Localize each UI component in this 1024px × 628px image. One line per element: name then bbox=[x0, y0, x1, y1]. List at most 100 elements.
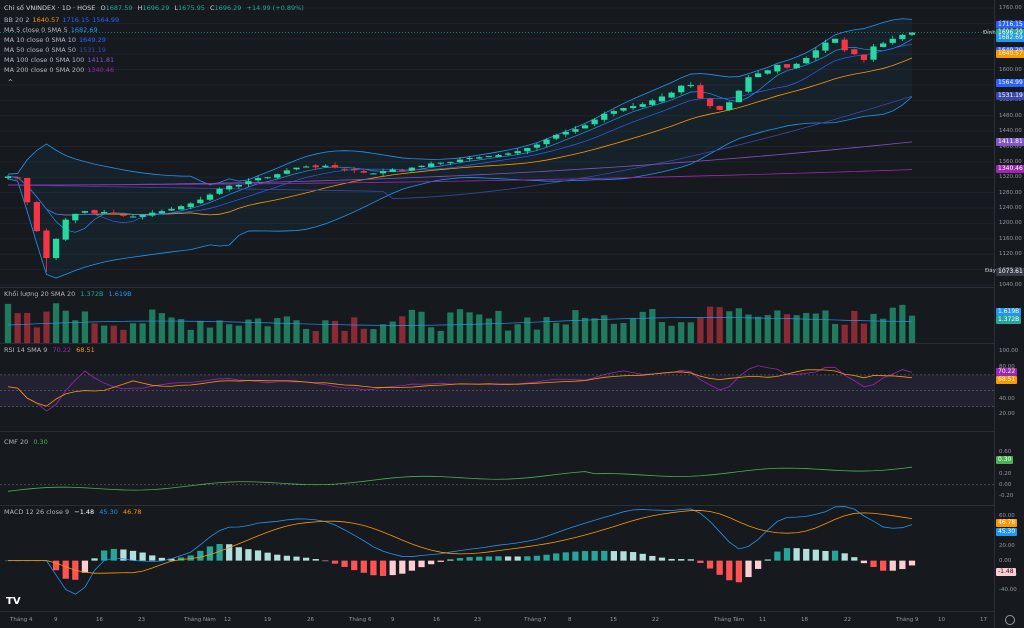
indicator-name: MA 10 close 0 SMA 10 bbox=[4, 36, 76, 44]
macd-histogram-bar bbox=[851, 557, 858, 561]
macd-histogram-bar bbox=[303, 557, 310, 561]
candle-body bbox=[226, 185, 233, 190]
volume-bar bbox=[81, 311, 89, 343]
time-tick: 16 bbox=[433, 617, 440, 623]
macd-histogram-bar bbox=[177, 557, 185, 561]
volume-bar bbox=[33, 327, 40, 343]
time-tick: 22 bbox=[844, 617, 851, 623]
cmf-tick: 0.00 bbox=[999, 481, 1012, 488]
volume-tag: 1.372B bbox=[996, 316, 1022, 324]
time-tick: 10 bbox=[938, 617, 945, 623]
indicator-legend-row[interactable]: MA 100 close 0 SMA 100 1411.81 bbox=[4, 55, 122, 65]
candle-body bbox=[562, 131, 569, 135]
candle-body bbox=[553, 134, 560, 139]
cmf-tag: 0.30 bbox=[996, 456, 1014, 464]
volume-bar bbox=[379, 324, 387, 343]
rsi-tag: 70.22 bbox=[996, 368, 1018, 376]
volume-bar bbox=[235, 325, 242, 343]
volume-bar bbox=[120, 329, 127, 343]
candle-body bbox=[514, 151, 521, 154]
price-tick: 1280.00 bbox=[999, 189, 1022, 196]
macd-histogram-bar bbox=[81, 560, 89, 573]
macd-histogram-bar bbox=[889, 560, 896, 571]
time-tick: 16 bbox=[96, 617, 103, 623]
macd-histogram-bar bbox=[485, 556, 492, 561]
candle-body bbox=[793, 63, 800, 69]
macd-histogram-bar bbox=[428, 560, 435, 565]
candle-body bbox=[764, 70, 771, 74]
indicator-legend-row[interactable]: MA 5 close 0 SMA 5 1682.69 bbox=[4, 25, 122, 35]
volume-bar bbox=[504, 330, 512, 343]
volume-bar bbox=[274, 318, 281, 343]
candle-body bbox=[687, 84, 694, 87]
candle-body bbox=[206, 194, 214, 200]
candle-body bbox=[264, 177, 271, 179]
macd-histogram-bar bbox=[726, 560, 733, 581]
macd-histogram-bar bbox=[601, 550, 608, 561]
macd-histogram-bar bbox=[880, 560, 887, 571]
volume-tag: 1.619B bbox=[996, 308, 1022, 316]
indicator-legend-row[interactable]: BB 20 2 1640.57 1716.15 1564.99 bbox=[4, 15, 122, 25]
candle-body bbox=[254, 178, 262, 181]
ohlc-change: +14.99 (+0.89%) bbox=[246, 4, 304, 12]
macd-histogram-bar bbox=[553, 553, 560, 561]
bollinger-fill bbox=[8, 18, 912, 279]
volume-legend[interactable]: Khối lượng 20 SMA 20 1.372B 1.619B bbox=[4, 290, 132, 298]
volume-bar bbox=[658, 322, 666, 343]
candle-body bbox=[447, 161, 454, 163]
symbol-legend[interactable]: Chỉ số VNINDEX · 1D · HOSE O1687.59 H169… bbox=[4, 4, 307, 13]
candle-body bbox=[697, 85, 704, 99]
collapse-legend-icon[interactable]: ⌃ bbox=[7, 78, 14, 87]
rsi-pane bbox=[0, 365, 994, 412]
cmf-legend[interactable]: CMF 20 0.30 bbox=[4, 438, 48, 446]
macd-histogram-bar bbox=[860, 560, 868, 564]
volume-bar bbox=[303, 328, 310, 343]
settings-gear-icon[interactable] bbox=[1005, 615, 1015, 625]
candle-body bbox=[803, 58, 810, 64]
candle-body bbox=[245, 181, 252, 185]
candle-body bbox=[591, 119, 598, 125]
macd-signal-line bbox=[8, 510, 913, 574]
macd-legend[interactable]: MACD 12 26 close 9 −1.48 45.30 46.78 bbox=[4, 508, 142, 516]
symbol-title: Chỉ số VNINDEX · 1D · HOSE bbox=[4, 4, 96, 12]
volume-bar bbox=[293, 320, 300, 343]
macd-histogram-bar bbox=[52, 560, 60, 571]
cmf-tick: 0.20 bbox=[999, 471, 1012, 477]
indicator-legend-row[interactable]: MA 10 close 0 SMA 10 1649.29 bbox=[4, 35, 122, 45]
macd-tick: -40.00 bbox=[999, 587, 1017, 594]
candle-body bbox=[822, 42, 829, 51]
indicator-legend-row[interactable]: MA 50 close 0 SMA 50 1531.19 bbox=[4, 45, 122, 55]
time-tick: Tháng Năm bbox=[184, 617, 216, 623]
indicator-legend-row[interactable]: MA 200 close 0 SMA 200 1340.46 bbox=[4, 65, 122, 75]
volume-bar bbox=[803, 312, 810, 343]
candle-body bbox=[81, 211, 89, 213]
volume-bar bbox=[187, 329, 194, 343]
price-tick: 1360.00 bbox=[999, 158, 1022, 165]
price-tick: 1760.00 bbox=[999, 5, 1022, 11]
rsi-sma-line bbox=[7, 369, 913, 407]
macd-histogram-bar bbox=[735, 560, 743, 583]
candle-body bbox=[379, 171, 387, 174]
macd-histogram-bar bbox=[283, 555, 291, 561]
macd-histogram-bar bbox=[370, 560, 377, 576]
macd-histogram-bar bbox=[908, 560, 916, 566]
candle-body bbox=[841, 39, 848, 51]
volume-bar bbox=[360, 328, 367, 343]
candle-body bbox=[370, 173, 377, 175]
macd-histogram-bar bbox=[139, 552, 146, 561]
indicator-value: 1531.19 bbox=[79, 46, 106, 54]
volume-bar bbox=[158, 313, 165, 343]
volume-bar bbox=[177, 319, 185, 343]
ohlc-close: C1696.29 bbox=[210, 4, 242, 12]
candle-body bbox=[476, 157, 483, 159]
candle-body bbox=[755, 73, 762, 78]
macd-histogram-bar bbox=[120, 549, 127, 561]
volume-bar bbox=[543, 317, 550, 343]
macd-histogram-bar bbox=[226, 544, 233, 561]
volume-bar bbox=[14, 313, 21, 343]
macd-histogram-bar bbox=[543, 554, 550, 561]
rsi-legend[interactable]: RSI 14 SMA 9 70.22 68.51 bbox=[4, 346, 95, 354]
indicator-legend[interactable]: BB 20 2 1640.57 1716.15 1564.99 MA 5 close 0… bbox=[4, 15, 122, 75]
tradingview-logo[interactable]: TV bbox=[6, 596, 21, 607]
